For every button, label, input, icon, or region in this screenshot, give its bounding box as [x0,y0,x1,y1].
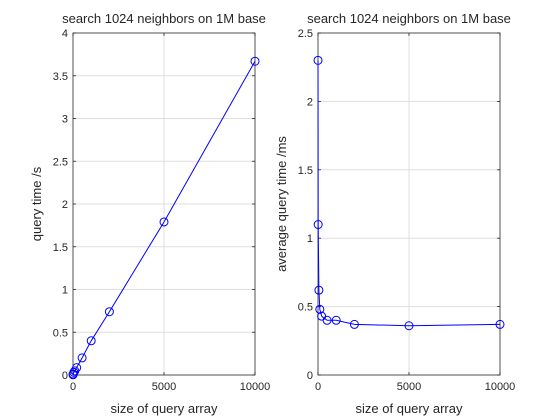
x-tick-label: 0 [70,381,76,393]
data-point [77,353,87,363]
data-point [86,336,96,346]
y-tick-label: 1 [307,233,313,245]
x-tick-label: 0 [315,381,321,393]
data-point [313,55,323,65]
data-point [349,319,359,329]
x-axis-label: size of query array [111,401,218,416]
x-tick-label: 10000 [485,381,516,393]
data-point [159,217,169,227]
data-point [495,319,505,329]
y-tick-label: 1.5 [53,242,68,254]
x-axis-label: size of query array [356,401,463,416]
data-point [250,56,260,66]
x-tick-label: 5000 [152,381,176,393]
y-tick-label: 0 [307,370,313,382]
y-tick-label: 0 [62,370,68,382]
y-tick-label: 0.5 [298,302,313,314]
data-point [315,304,325,314]
x-tick-label: 5000 [397,381,421,393]
y-axis-label: query time /s [29,166,44,241]
y-axis-label: average query time /ms [274,136,289,272]
right-axes: 0 5000 10000 0 0.5 1 1.5 2 2.5 search 1024 neighb… [274,11,515,416]
y-tick-label: 1 [62,285,68,297]
chart-title: search 1024 neighbors on 1M base [307,11,511,26]
data-point [404,321,414,331]
y-tick-label: 2.5 [53,156,68,168]
y-tick-label: 0.5 [53,327,68,339]
y-tick-label: 2 [307,96,313,108]
data-point [313,220,323,230]
left-axes: 0 5000 10000 0 0.5 1 1.5 2 2.5 3 3.5 4 search 1024 n… [29,11,270,416]
series-line [317,60,501,327]
series-line [72,60,256,375]
data-point [314,285,324,295]
y-tick-label: 1.5 [298,165,313,177]
y-tick-label: 4 [62,28,68,40]
data-point [69,367,79,377]
chart-title: search 1024 neighbors on 1M base [62,11,266,26]
y-tick-label: 3 [62,114,68,126]
data-point [331,315,341,325]
y-tick-label: 2 [62,199,68,211]
data-point [72,363,82,373]
x-tick-label: 10000 [240,381,271,393]
data-point [104,307,114,317]
data-point [322,315,332,325]
y-tick-label: 2.5 [298,28,313,40]
y-tick-label: 3.5 [53,71,68,83]
